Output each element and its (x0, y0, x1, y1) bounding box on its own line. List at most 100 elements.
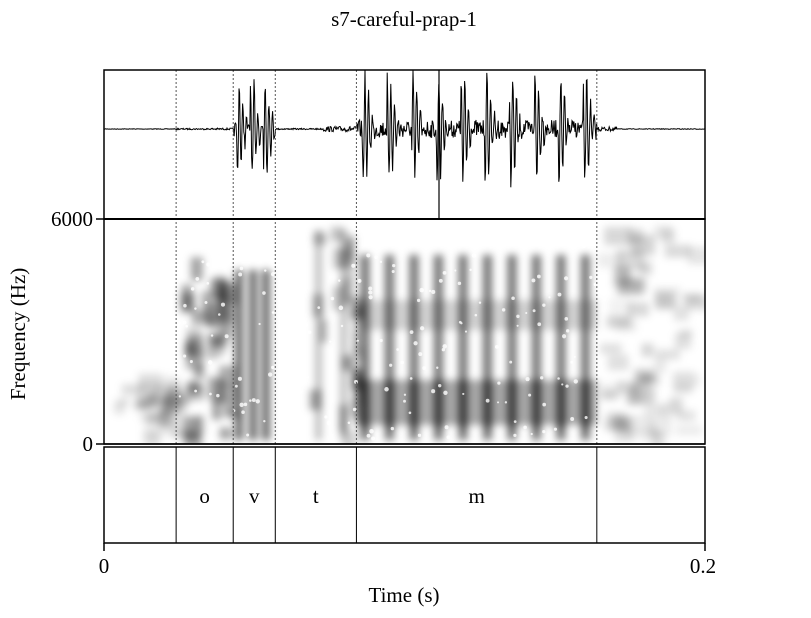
spectrogram-noise-patch (600, 343, 622, 354)
spectrogram-speckle-dot (589, 275, 593, 279)
spectrogram-noise-patch (147, 394, 171, 405)
spectrogram-speckle-dot (516, 314, 520, 319)
spectrogram-speckle-dot (557, 377, 560, 380)
spectrogram-speckle-dot (390, 426, 395, 431)
spectrogram-speckle-dot (237, 376, 242, 381)
spectrogram-speckle-dot (287, 396, 290, 399)
spectrogram-speckle-dot (458, 320, 462, 324)
spectrogram-noise-patch (637, 265, 652, 276)
spectrogram-speckle-dot (548, 296, 551, 299)
spectrogram-speckle-dot (374, 255, 378, 260)
spectrogram-burst-striation (315, 230, 322, 440)
spectrogram-speckle-dot (391, 269, 395, 274)
spectrogram-speckle-dot (306, 376, 309, 379)
spectrogram-speckle-dot (330, 296, 335, 301)
y-tick-label-bottom: 0 (83, 432, 94, 456)
spectrogram-speckle-dot (464, 330, 468, 333)
spectrogram-frication-patch (219, 427, 232, 440)
spectrogram-speckle-dot (379, 338, 383, 343)
spectrogram-speckle-dot (206, 262, 211, 267)
spectrogram-noise-patch (673, 384, 693, 394)
spectrogram-speckle-dot (263, 242, 268, 247)
spectrogram-speckle-dot (478, 301, 482, 304)
spectrogram-speckle-dot (324, 415, 328, 419)
spectrogram-speckle-dot (564, 317, 569, 321)
spectrogram-speckle-dot (471, 253, 477, 258)
segment-label: v (249, 484, 260, 508)
spectrogram-striation (235, 270, 243, 440)
spectrogram-speckle-dot (194, 389, 198, 393)
spectrogram-speckle-dot (542, 303, 546, 307)
spectrogram-speckle-dot (511, 296, 515, 301)
spectrogram-noise-patch (174, 394, 192, 404)
spectrogram-noise-patch (609, 298, 633, 318)
spectrogram-speckle-dot (338, 279, 341, 282)
spectrogram-noise-patch (673, 305, 689, 321)
spectrogram-speckle-dot (218, 313, 221, 316)
spectrogram-speckle-dot (215, 246, 218, 249)
spectrogram-speckle-dot (209, 392, 212, 396)
spectrogram-pitch-striation (433, 255, 443, 440)
spectrogram-pitch-striation (409, 255, 419, 440)
spectrogram-frication-patch (195, 415, 205, 435)
spectrogram-burst-patch (342, 278, 354, 304)
spectrogram-speckle-dot (194, 307, 197, 310)
spectrogram-noise-patch (673, 373, 700, 387)
spectrogram-frication-patch (190, 257, 203, 281)
spectrogram-pitch-striation (556, 255, 566, 440)
spectrogram-speckle-dot (409, 330, 414, 335)
textgrid-frame (103, 446, 706, 544)
spectrogram-speckle-dot (436, 366, 439, 369)
spectrogram-speckle-dot (356, 339, 359, 342)
spectrogram-speckle-dot (408, 411, 412, 415)
spectrogram-noise-patch (622, 429, 639, 439)
spectrogram-striation (262, 270, 270, 440)
spectrogram-speckle-dot (441, 348, 446, 352)
spectrogram-speckle-dot (299, 256, 302, 259)
spectrogram-speckle-dot (451, 244, 455, 248)
spectrogram-noise-patch (604, 419, 630, 432)
spectrogram-speckle-dot (207, 360, 213, 365)
waveform-frame (103, 69, 706, 220)
spectrogram-speckle-dot (462, 392, 465, 396)
spectrogram-speckle-dot (442, 344, 447, 349)
spectrogram-speckle-dot (417, 433, 422, 437)
spectrogram-noise-patch (617, 267, 633, 281)
spectrogram-speckle-dot (293, 341, 296, 344)
spectrogram-speckle-dot (532, 309, 536, 313)
spectrogram-noise-patch (138, 373, 161, 391)
spectrogram-speckle-dot (263, 419, 266, 423)
spectrogram-speckle-dot (561, 383, 564, 386)
waveform-panel (104, 70, 705, 188)
spectrogram-speckle-dot (210, 334, 214, 337)
spectrogram-speckle-dot (189, 359, 193, 364)
spectrogram-speckle-dot (201, 260, 205, 264)
spectrogram-noise-patch (138, 399, 160, 409)
spectrogram-speckle-dot (267, 372, 273, 377)
spectrogram-speckle-dot (593, 282, 598, 287)
spectrogram-speckle-dot (553, 427, 558, 431)
y-tick-label-top: 6000 (51, 207, 93, 231)
spectrogram-speckle-dot (469, 268, 472, 272)
spectrogram-pitch-striation (458, 255, 468, 440)
spectrogram-speckle-dot (273, 262, 279, 267)
spectrogram-frication-patch (207, 316, 222, 330)
spectrogram-pitch-striation (531, 255, 541, 440)
spectrogram-speckle-dot (204, 300, 208, 304)
spectrogram-noise-patch (644, 405, 668, 417)
spectrogram-speckle-dot (525, 311, 528, 315)
spectrogram-speckle-dot (504, 401, 508, 404)
spectrogram-speckle-dot (185, 324, 188, 328)
spectrogram-speckle-dot (416, 298, 421, 303)
spectrogram-speckle-dot (300, 295, 305, 300)
spectrogram-speckle-dot (271, 365, 275, 370)
spectrogram-speckle-dot (317, 306, 321, 309)
spectrogram-speckle-dot (565, 329, 570, 333)
spectrogram-noise-patch (601, 389, 617, 400)
spectrogram-speckle-dot (537, 274, 541, 279)
spectrogram-speckle-dot (530, 432, 533, 436)
spectrogram-speckle-dot (523, 425, 527, 430)
spectrogram-noise-patch (687, 246, 705, 265)
